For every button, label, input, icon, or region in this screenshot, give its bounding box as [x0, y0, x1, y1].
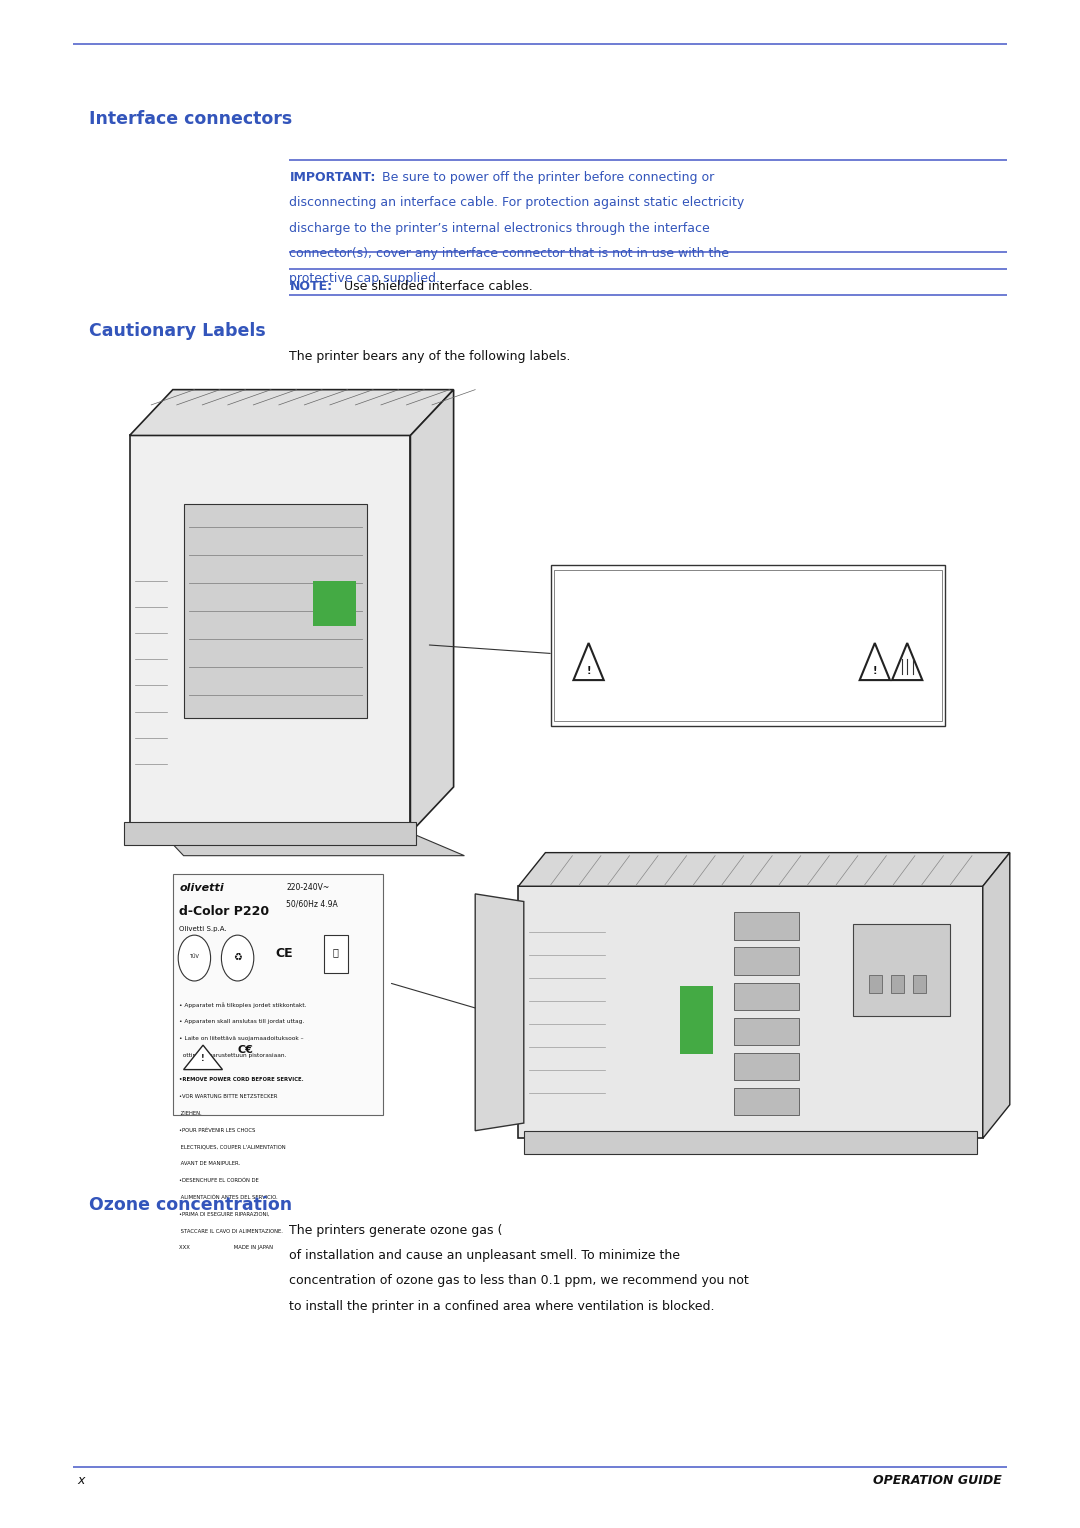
Text: ALIMENTACIÓN ANTES DEL SERVICIO.: ALIMENTACIÓN ANTES DEL SERVICIO. — [179, 1195, 278, 1199]
Text: Olivetti S.p.A.: Olivetti S.p.A. — [179, 926, 227, 932]
Text: SUPERFICIE CHE SCOTIA: SUPERFICIE CHE SCOTIA — [751, 628, 823, 633]
Text: HOT SURFACE: HOT SURFACE — [559, 593, 603, 597]
FancyBboxPatch shape — [130, 435, 410, 833]
Text: Interface connectors: Interface connectors — [89, 110, 292, 128]
Bar — [313, 581, 356, 626]
Polygon shape — [184, 1045, 222, 1070]
Text: TEMPÉRATURE ÉLEVÉE: TEMPÉRATURE ÉLEVÉE — [791, 593, 861, 597]
Polygon shape — [860, 643, 890, 680]
Text: olivetti: olivetti — [179, 883, 224, 894]
Text: 고온주의: 고온주의 — [618, 688, 643, 698]
Text: connector(s), cover any interface connector that is not in use with the: connector(s), cover any interface connec… — [289, 246, 729, 260]
Text: STACCARE IL CAVO DI ALIMENTAZIONE.: STACCARE IL CAVO DI ALIMENTAZIONE. — [179, 1229, 283, 1233]
Text: OPERATION GUIDE: OPERATION GUIDE — [874, 1473, 1002, 1487]
Polygon shape — [410, 390, 454, 833]
Bar — [913, 975, 926, 993]
Text: • Apparaten skall anslutas till jordat uttag.: • Apparaten skall anslutas till jordat u… — [179, 1019, 305, 1024]
Text: 220-240V~: 220-240V~ — [286, 883, 329, 892]
Bar — [551, 565, 945, 726]
Text: •VOR WARTUNG BITTE NETZSTECKER: •VOR WARTUNG BITTE NETZSTECKER — [179, 1094, 278, 1099]
Text: Cautionary Labels: Cautionary Labels — [89, 322, 266, 341]
Bar — [734, 1018, 799, 1045]
Text: d-Color P220: d-Color P220 — [179, 905, 269, 918]
Text: ZIEHEN.: ZIEHEN. — [179, 1111, 202, 1115]
Bar — [869, 975, 882, 993]
Bar — [891, 975, 904, 993]
Text: The printers generate ozone gas (: The printers generate ozone gas ( — [289, 1224, 503, 1238]
Text: The printer bears any of the following labels.: The printer bears any of the following l… — [289, 350, 571, 364]
Text: HEISSE OBERFLÄCHE: HEISSE OBERFLÄCHE — [650, 593, 716, 597]
Bar — [853, 924, 950, 1016]
Polygon shape — [983, 853, 1010, 1138]
Circle shape — [178, 935, 211, 981]
Text: ottimilla varustettuun pistorasiaan.: ottimilla varustettuun pistorasiaan. — [179, 1053, 286, 1057]
Bar — [734, 983, 799, 1010]
Polygon shape — [573, 643, 604, 680]
Text: Ozone concentration: Ozone concentration — [89, 1196, 292, 1215]
Text: EXTERIOR CALIENTE: EXTERIOR CALIENTE — [603, 628, 663, 633]
Text: Use shielded interface cables.: Use shielded interface cables. — [340, 280, 532, 293]
Text: •REMOVE POWER CORD BEFORE SERVICE.: •REMOVE POWER CORD BEFORE SERVICE. — [179, 1077, 303, 1082]
Circle shape — [221, 935, 254, 981]
Polygon shape — [162, 833, 464, 856]
Text: ATTENCION: ATTENCION — [621, 611, 675, 620]
Polygon shape — [892, 643, 922, 680]
Text: •POUR PRÉVENIR LES CHOCS: •POUR PRÉVENIR LES CHOCS — [179, 1128, 256, 1132]
Text: x: x — [78, 1473, 85, 1487]
Polygon shape — [130, 390, 454, 435]
Text: • Apparatet må tilkoples jordet stikkontakt.: • Apparatet må tilkoples jordet stikkont… — [179, 1002, 307, 1008]
Text: ACHTUNG: ACHTUNG — [664, 575, 714, 584]
Text: CE: CE — [275, 947, 293, 961]
Text: Be sure to power off the printer before connecting or: Be sure to power off the printer before … — [378, 171, 714, 185]
FancyBboxPatch shape — [124, 822, 416, 845]
Text: TÜV: TÜV — [189, 953, 200, 960]
Bar — [734, 1088, 799, 1115]
Text: •PRIMA DI ESEGUIRE RIPARAZIONI,: •PRIMA DI ESEGUIRE RIPARAZIONI, — [179, 1212, 270, 1216]
Text: 50/60Hz 4.9A: 50/60Hz 4.9A — [286, 900, 338, 909]
Bar — [184, 504, 367, 718]
Text: AVANT DE MANIPULER.: AVANT DE MANIPULER. — [179, 1161, 241, 1166]
Polygon shape — [518, 853, 1010, 886]
Text: • Laite on liitettävä suojamaadoituksook –: • Laite on liitettävä suojamaadoituksook… — [179, 1036, 303, 1041]
Text: discharge to the printer’s internal electronics through the interface: discharge to the printer’s internal elec… — [289, 222, 711, 235]
Bar — [734, 947, 799, 975]
Text: NOTE:: NOTE: — [289, 280, 333, 293]
Text: protective cap supplied.: protective cap supplied. — [289, 272, 441, 286]
FancyBboxPatch shape — [324, 935, 348, 973]
Text: of installation and cause an unpleasant smell. To minimize the: of installation and cause an unpleasant … — [289, 1250, 680, 1262]
Bar — [554, 570, 942, 721]
Text: ATTENZIONE: ATTENZIONE — [761, 611, 821, 620]
Text: disconnecting an interface cable. For protection against static electricity: disconnecting an interface cable. For pr… — [289, 196, 745, 209]
Text: concentration of ozone gas to less than 0.1 ppm, we recommend you not: concentration of ozone gas to less than … — [289, 1274, 750, 1288]
Text: to install the printer in a confined area where ventilation is blocked.: to install the printer in a confined are… — [289, 1299, 715, 1313]
Text: CAUTION: CAUTION — [564, 575, 609, 584]
FancyBboxPatch shape — [518, 886, 983, 1138]
Text: •DESENCHUFE EL CORDÓN DE: •DESENCHUFE EL CORDÓN DE — [179, 1178, 259, 1183]
Bar — [173, 874, 383, 1115]
Bar — [680, 986, 713, 1054]
Text: XXX                           MADE IN JAPAN: XXX MADE IN JAPAN — [179, 1245, 273, 1250]
Text: ♻: ♻ — [233, 952, 242, 961]
Text: C€: C€ — [238, 1045, 254, 1056]
Bar — [734, 912, 799, 940]
Text: 高温注意: 高温注意 — [788, 688, 813, 698]
Text: !: ! — [873, 666, 877, 675]
Text: 🗑: 🗑 — [333, 947, 339, 958]
Polygon shape — [475, 894, 524, 1131]
Bar — [524, 1131, 977, 1154]
Text: ATTENTION: ATTENTION — [794, 575, 851, 584]
Bar — [734, 1053, 799, 1080]
Text: IMPORTANT:: IMPORTANT: — [289, 171, 376, 185]
Text: !: ! — [586, 666, 591, 675]
Text: ELECTRIQUES, COUPER L'ALIMENTATION: ELECTRIQUES, COUPER L'ALIMENTATION — [179, 1144, 286, 1149]
Text: !: ! — [201, 1054, 205, 1063]
